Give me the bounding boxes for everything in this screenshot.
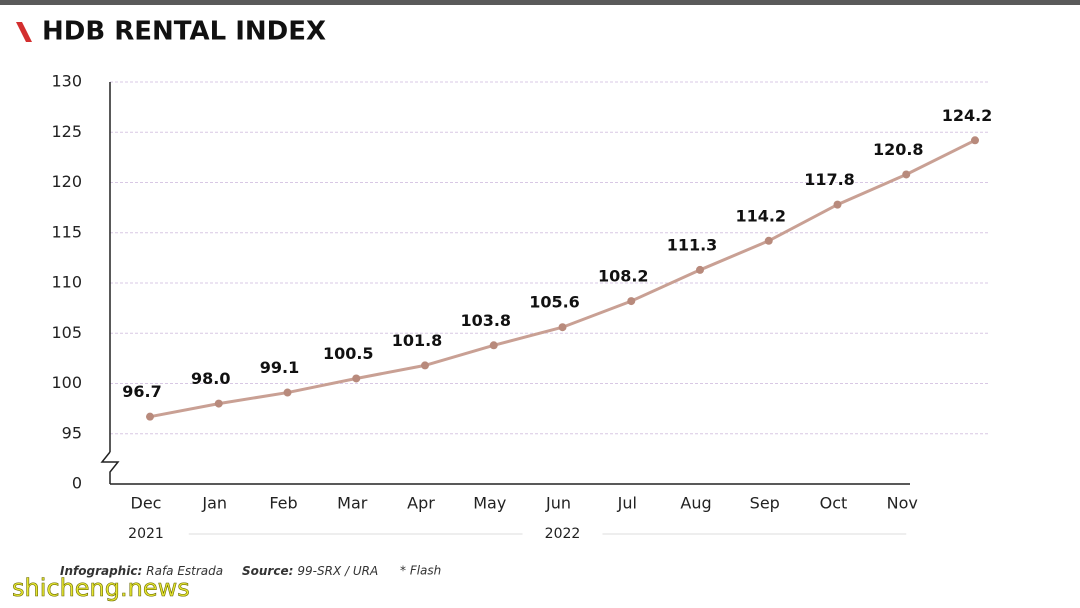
data-point	[764, 236, 773, 245]
data-point	[421, 361, 429, 370]
credit-text: 99-SRX / URA	[297, 564, 378, 578]
y-tick-label: 130	[51, 72, 82, 91]
watermark: shicheng.news	[12, 574, 190, 602]
footer: Infographic: Rafa Estrada Source: 99-SRX / …	[60, 564, 441, 578]
axis-break	[100, 451, 120, 484]
x-tick-label: Aug	[680, 494, 711, 513]
y-tick-label: 120	[51, 172, 82, 191]
data-point	[283, 388, 292, 397]
x-tick-label: Sep	[750, 494, 780, 513]
credit-label: Source:	[242, 564, 293, 578]
x-tick-label: Jan	[201, 494, 227, 513]
data-point	[146, 412, 154, 421]
footnote: * Flash	[400, 564, 441, 578]
y-tick-label: 110	[51, 273, 82, 292]
credit: Source: 99-SRX / URA	[242, 564, 378, 578]
credit-text: Rafa Estrada	[146, 564, 223, 578]
y-tick-label: 115	[51, 222, 82, 241]
data-label: 105.6	[529, 293, 580, 312]
data-label: 99.1	[260, 358, 299, 377]
x-tick-label: Jun	[545, 494, 571, 513]
data-label: 120.8	[873, 140, 924, 159]
data-label: 98.0	[191, 369, 230, 388]
data-label: 96.7	[122, 382, 161, 401]
x-tick-label: Apr	[407, 494, 435, 513]
x-tick-label: Oct	[820, 494, 848, 513]
data-point	[558, 323, 567, 332]
x-tick-label: May	[473, 494, 506, 513]
data-label: 108.2	[598, 267, 649, 286]
data-label: 103.8	[460, 311, 511, 330]
y-tick-label: 100	[51, 373, 82, 392]
data-label: 101.8	[392, 331, 443, 350]
data-label: 124.2	[942, 106, 993, 125]
chart-title: HDB RENTAL INDEX	[42, 17, 326, 47]
x-tick-label: Mar	[337, 494, 368, 513]
data-point	[902, 170, 911, 179]
year-label: 2022	[545, 526, 581, 542]
x-tick-label: Jul	[617, 494, 637, 513]
data-point	[696, 265, 704, 274]
data-point	[971, 136, 979, 145]
data-point	[833, 200, 842, 209]
x-tick-label: Nov	[887, 494, 918, 513]
title-icon	[16, 22, 32, 42]
data-point	[489, 341, 498, 350]
data-point	[627, 297, 636, 306]
data-label: 117.8	[804, 170, 855, 189]
y-tick-label: 95	[62, 423, 82, 442]
data-label: 114.2	[735, 206, 786, 225]
data-label: 111.3	[667, 235, 718, 254]
x-tick-label: Feb	[269, 494, 297, 513]
y-tick-label: 0	[72, 474, 82, 493]
data-label: 100.5	[323, 344, 374, 363]
year-label: 2021	[128, 526, 164, 542]
data-point	[214, 399, 223, 408]
credit-label: Infographic:	[60, 564, 142, 578]
top-bar	[0, 0, 1080, 5]
credit: Infographic: Rafa Estrada	[60, 564, 223, 578]
data-point	[352, 374, 361, 383]
y-tick-label: 105	[51, 323, 82, 342]
y-tick-label: 125	[51, 122, 82, 141]
x-tick-label: Dec	[131, 494, 162, 513]
